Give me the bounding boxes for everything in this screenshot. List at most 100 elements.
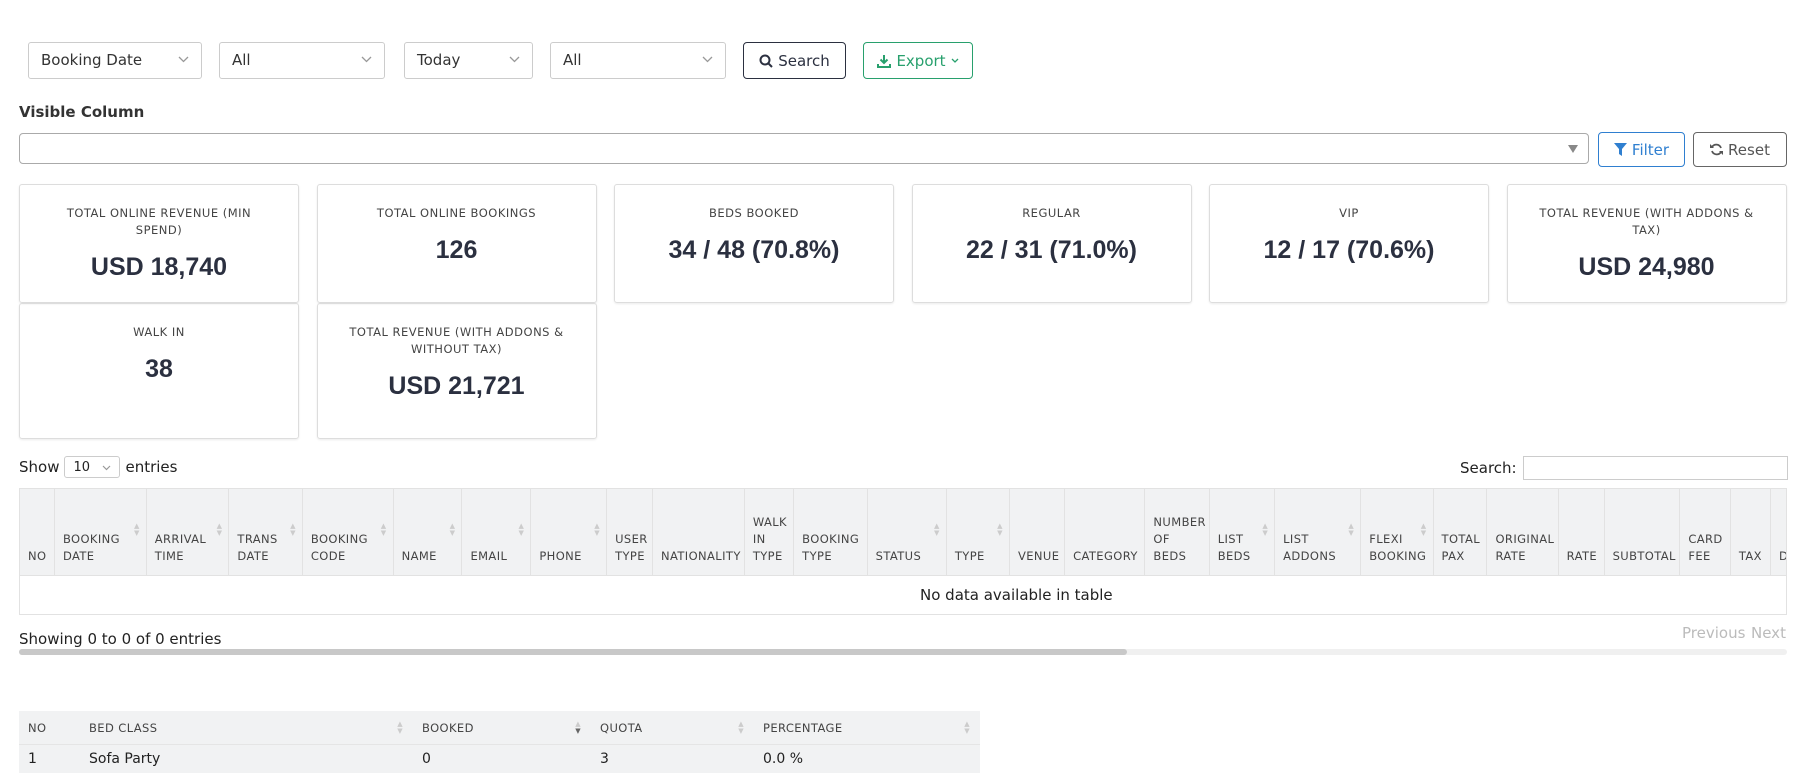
column-header[interactable]: WALK IN TYPE bbox=[744, 489, 793, 575]
column-header[interactable]: TRANS DATE▲▼ bbox=[229, 489, 302, 575]
filter-select[interactable]: All bbox=[219, 42, 385, 79]
stat-value: USD 21,721 bbox=[318, 372, 596, 401]
download-icon bbox=[877, 54, 891, 68]
export-button[interactable]: Export bbox=[863, 42, 973, 79]
column-header[interactable]: TYPE▲▼ bbox=[946, 489, 1009, 575]
search-button[interactable]: Search bbox=[743, 42, 846, 79]
column-header[interactable]: CARD FEE bbox=[1680, 489, 1731, 575]
dropdown-arrow bbox=[1568, 145, 1578, 153]
column-header[interactable]: BOOKING TYPE bbox=[794, 489, 867, 575]
button-text: Export bbox=[896, 52, 945, 70]
column-header[interactable]: SUBTOTAL bbox=[1604, 489, 1680, 575]
stat-value: USD 18,740 bbox=[20, 253, 298, 282]
stat-value: 38 bbox=[20, 355, 298, 384]
column-header[interactable]: NAME▲▼ bbox=[393, 489, 462, 575]
previous-button[interactable]: Previous bbox=[1682, 624, 1745, 642]
select-text: Today bbox=[417, 51, 460, 69]
sort-icon: ▲▼ bbox=[1421, 523, 1427, 537]
stat-label: WALK IN bbox=[50, 324, 268, 341]
column-header[interactable]: LIST BEDS▲▼ bbox=[1209, 489, 1274, 575]
column-header[interactable]: VENUE bbox=[1009, 489, 1064, 575]
stat-value: 126 bbox=[318, 236, 596, 265]
column-header[interactable]: STATUS▲▼ bbox=[867, 489, 946, 575]
visible-column-label: Visible Column bbox=[19, 103, 144, 121]
column-header[interactable]: FLEXI BOOKING▲▼ bbox=[1361, 489, 1433, 575]
chevron bbox=[361, 56, 372, 63]
sort-icon: ▲▼ bbox=[397, 721, 403, 735]
column-header[interactable]: EMAIL▲▼ bbox=[462, 489, 531, 575]
sort-icon: ▲▼ bbox=[594, 523, 600, 537]
sort-icon: ▲▼ bbox=[738, 721, 744, 735]
column-header[interactable]: BOOKING DATE▲▼ bbox=[54, 489, 146, 575]
bed-cell: Sofa Party bbox=[80, 745, 413, 773]
stat-card: TOTAL ONLINE REVENUE (MIN SPEND) USD 18,7… bbox=[19, 184, 299, 303]
empty-message: No data available in table bbox=[20, 575, 1787, 614]
search-input[interactable] bbox=[1523, 456, 1788, 480]
stat-label: TOTAL REVENUE (WITH ADDONS & TAX) bbox=[1538, 205, 1756, 239]
sort-icon: ▲▼ bbox=[450, 523, 456, 537]
column-header[interactable]: D bbox=[1771, 489, 1788, 575]
column-header[interactable]: PERCENTAGE▲▼ bbox=[754, 711, 980, 745]
visible-column-select[interactable] bbox=[19, 133, 1589, 164]
stat-label: BEDS BOOKED bbox=[645, 205, 863, 222]
date-type-select[interactable]: Booking Date bbox=[28, 42, 202, 79]
column-header[interactable]: CATEGORY bbox=[1065, 489, 1145, 575]
refresh-icon bbox=[1710, 143, 1723, 156]
stat-value: 34 / 48 (70.8%) bbox=[615, 236, 893, 265]
column-header[interactable]: QUOTA▲▼ bbox=[591, 711, 754, 745]
sort-icon: ▲▼ bbox=[519, 523, 525, 537]
column-header[interactable]: BED CLASS▲▼ bbox=[80, 711, 413, 745]
column-header[interactable]: TOTAL PAX bbox=[1433, 489, 1487, 575]
sort-icon: ▲▼ bbox=[997, 523, 1003, 537]
search-label: Search: bbox=[1460, 459, 1517, 477]
entries-label: entries bbox=[125, 458, 177, 476]
next-button[interactable]: Next bbox=[1751, 624, 1786, 642]
column-header[interactable]: ARRIVAL TIME▲▼ bbox=[146, 489, 229, 575]
scrollbar-thumb[interactable] bbox=[19, 649, 1127, 655]
column-header[interactable]: NATIONALITY bbox=[652, 489, 744, 575]
column-header[interactable]: ORIGINAL RATE bbox=[1487, 489, 1558, 575]
column-header: NO bbox=[19, 711, 80, 745]
reset-button[interactable]: Reset bbox=[1693, 132, 1787, 167]
filter-icon bbox=[1614, 143, 1627, 156]
button-text: Filter bbox=[1632, 141, 1669, 159]
stat-label: VIP bbox=[1240, 205, 1458, 222]
chevron bbox=[178, 56, 189, 63]
status-select[interactable]: All bbox=[550, 42, 726, 79]
filter-button[interactable]: Filter bbox=[1598, 132, 1685, 167]
column-header[interactable]: BOOKED▲▼ bbox=[413, 711, 591, 745]
page-length-select[interactable]: 10 bbox=[64, 456, 120, 478]
bed-cell: 1 bbox=[19, 745, 80, 773]
select-text: All bbox=[232, 51, 251, 69]
chevron bbox=[102, 465, 111, 471]
column-header[interactable]: USER TYPE bbox=[607, 489, 653, 575]
stat-card: WALK IN 38 bbox=[19, 303, 299, 439]
column-header[interactable]: PHONE▲▼ bbox=[531, 489, 607, 575]
sort-icon: ▲▼ bbox=[1262, 523, 1268, 537]
bed-cell: 3 bbox=[591, 745, 754, 773]
chevron bbox=[951, 58, 959, 64]
stat-label: TOTAL REVENUE (WITH ADDONS & WITHOUT TAX… bbox=[348, 324, 566, 358]
column-header: NO bbox=[20, 489, 54, 575]
sort-icon: ▲▼ bbox=[381, 523, 387, 537]
stat-value: USD 24,980 bbox=[1508, 253, 1786, 282]
select-text: All bbox=[563, 51, 582, 69]
empty-row: No data available in table bbox=[20, 575, 1787, 614]
column-header[interactable]: TAX bbox=[1730, 489, 1770, 575]
sort-icon: ▲▼ bbox=[964, 721, 970, 735]
column-header[interactable]: RATE bbox=[1558, 489, 1604, 575]
column-header[interactable]: NUMBER OF BEDS bbox=[1145, 489, 1209, 575]
column-header[interactable]: BOOKING CODE▲▼ bbox=[302, 489, 393, 575]
column-header[interactable]: LIST ADDONS▲▼ bbox=[1275, 489, 1361, 575]
stat-label: TOTAL ONLINE REVENUE (MIN SPEND) bbox=[50, 205, 268, 239]
button-text: Search bbox=[778, 52, 830, 70]
period-select[interactable]: Today bbox=[404, 42, 533, 79]
